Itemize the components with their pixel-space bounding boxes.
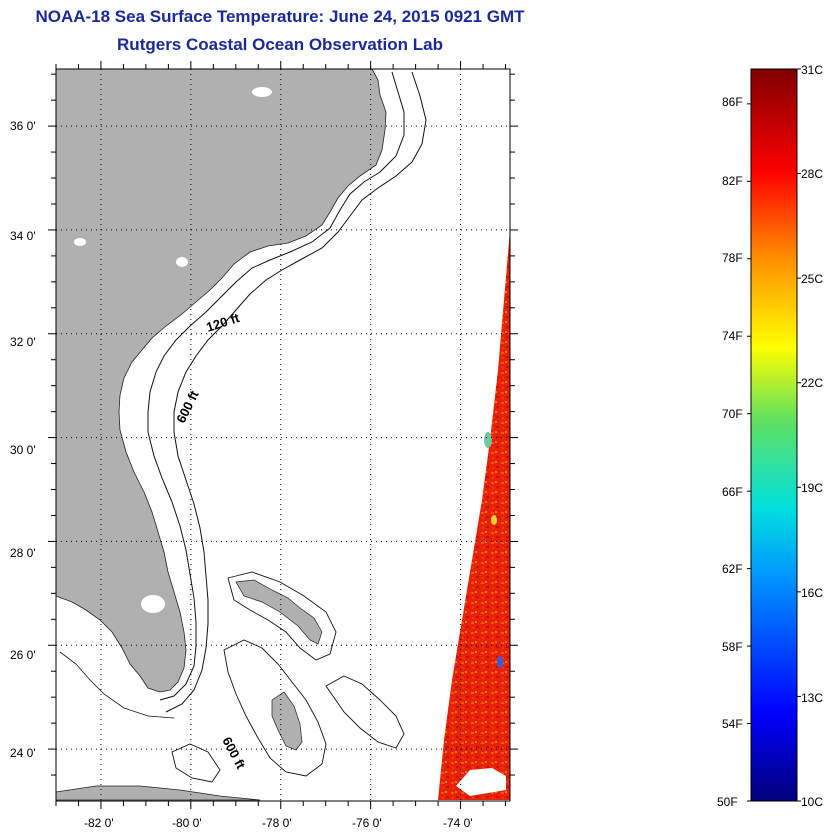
sst-cool-patch (497, 656, 503, 668)
lat-label-36: 36 0' (10, 119, 36, 133)
colorbar-f-74: 74F (722, 329, 743, 343)
colorbar-c-28: 28C (801, 167, 824, 181)
sst-swath (438, 230, 510, 800)
colorbar-f-50: 50F (717, 795, 738, 809)
lat-label-28: 28 0' (10, 546, 36, 560)
map-ticks (48, 61, 518, 809)
colorbar-c-25: 25C (801, 272, 824, 286)
contour-cuba-north (171, 743, 221, 783)
contour-bahamas-bank (227, 571, 337, 661)
lon-label-76: -76 0' (352, 816, 382, 830)
contour-600ft (165, 71, 427, 713)
colorbar-f-54: 54F (722, 717, 743, 731)
colorbar-f-86: 86F (722, 95, 743, 109)
colorbar-f-62: 62F (722, 562, 743, 576)
sst-warm-patch (491, 515, 497, 525)
lat-label-32: 32 0' (10, 335, 36, 349)
land-us-coast (55, 68, 387, 693)
colorbar-f-78: 78F (722, 251, 743, 265)
colorbar-c-13: 13C (801, 691, 824, 705)
colorbar-ticks (747, 68, 801, 802)
contour-florida-keys (59, 651, 175, 719)
sound-feature (252, 87, 272, 97)
colorbar-f-66: 66F (722, 485, 743, 499)
land-andros (271, 691, 303, 751)
sst-swath-gap (456, 768, 506, 796)
lat-label-34: 34 0' (10, 229, 36, 243)
land-cuba (55, 785, 261, 801)
map-title: NOAA-18 Sea Surface Temperature: June 24… (35, 7, 525, 26)
colorbar-c-19: 19C (801, 481, 824, 495)
lake-feature (176, 257, 188, 267)
lon-label-74: -74 0' (443, 816, 473, 830)
contour-great-bahama-bank (223, 639, 327, 777)
colorbar-c-22: 22C (801, 376, 824, 390)
contour-exuma (325, 675, 405, 749)
lon-label-82: -82 0' (84, 816, 114, 830)
colorbar-f-82: 82F (722, 174, 743, 188)
map-subtitle: Rutgers Coastal Ocean Observation Lab (117, 35, 443, 54)
lon-label-78: -78 0' (262, 816, 292, 830)
temperature-colorbar (750, 68, 798, 802)
colorbar-c-10: 10C (801, 795, 824, 809)
lake-feature (74, 238, 86, 246)
map-frame (55, 68, 511, 802)
colorbar-c-31: 31C (801, 63, 824, 77)
colorbar-c-16: 16C (801, 586, 824, 600)
colorbar-f-70: 70F (722, 407, 743, 421)
contour-120ft (147, 71, 405, 701)
lake-okeechobee (141, 595, 165, 613)
lat-label-26: 26 0' (10, 648, 36, 662)
sst-cool-patch (484, 432, 492, 448)
lon-label-80: -80 0' (172, 816, 202, 830)
land-bahamas-north (235, 579, 323, 645)
lat-label-24: 24 0' (10, 746, 36, 760)
colorbar-f-58: 58F (722, 640, 743, 654)
lat-label-30: 30 0' (10, 443, 36, 457)
map-grid (56, 69, 510, 801)
